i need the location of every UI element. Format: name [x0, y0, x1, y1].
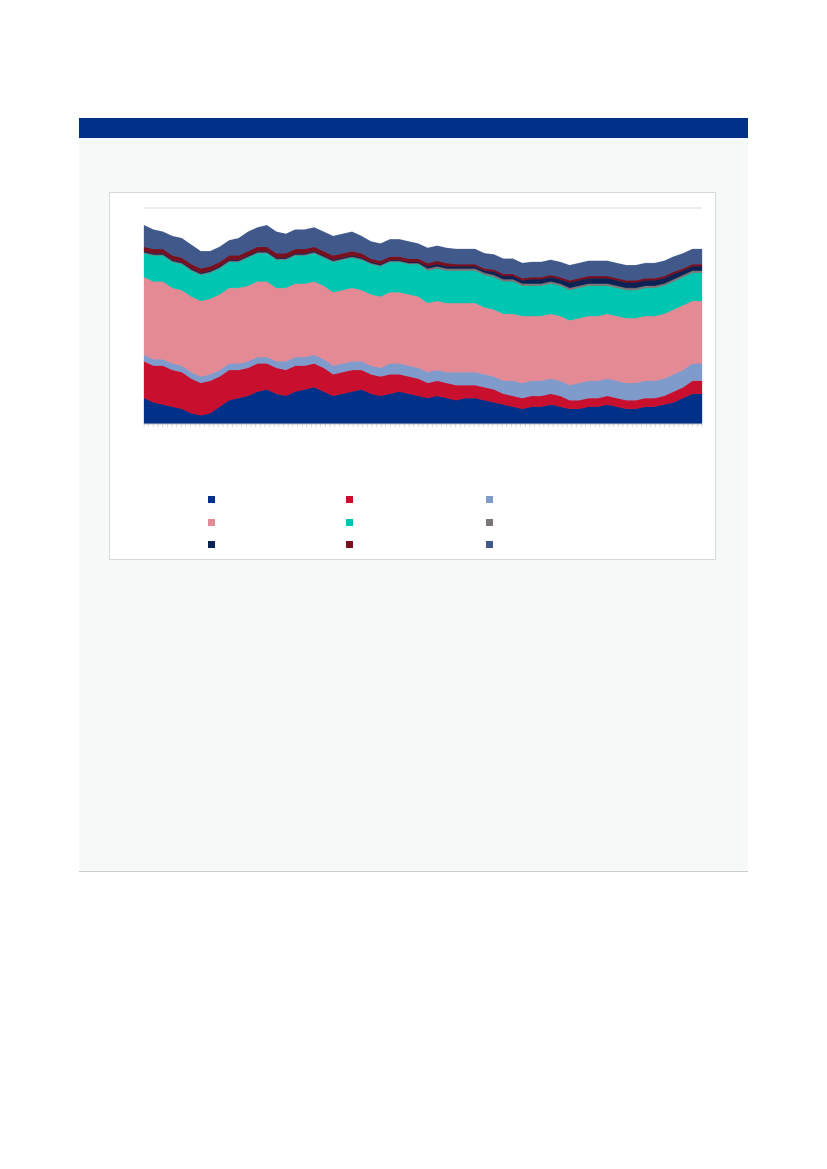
legend-item-2: [486, 493, 493, 505]
bottom-divider: [79, 871, 748, 872]
stacked-area-chart: [143, 207, 703, 427]
legend-swatch: [486, 518, 493, 526]
legend-item-8: [486, 538, 493, 550]
legend-item-6: [208, 538, 215, 550]
legend-item-3: [208, 516, 215, 528]
legend-swatch: [346, 518, 353, 526]
section-header-bar: [79, 118, 748, 138]
legend-swatch: [346, 540, 353, 548]
legend-item-4: [346, 516, 353, 528]
legend-item-0: [208, 493, 215, 505]
legend-item-1: [346, 493, 353, 505]
chart-container: [109, 192, 716, 560]
legend-swatch: [346, 495, 353, 503]
area-series: [143, 225, 703, 425]
legend-swatch: [486, 495, 493, 503]
legend-item-7: [346, 538, 353, 550]
x-axis: [143, 423, 703, 427]
legend-swatch: [486, 540, 493, 548]
legend-swatch: [208, 540, 215, 548]
chart-legend: [208, 493, 628, 553]
legend-swatch: [208, 518, 215, 526]
legend-item-5: [486, 516, 493, 528]
area-series-8: [143, 225, 703, 281]
legend-swatch: [208, 495, 215, 503]
